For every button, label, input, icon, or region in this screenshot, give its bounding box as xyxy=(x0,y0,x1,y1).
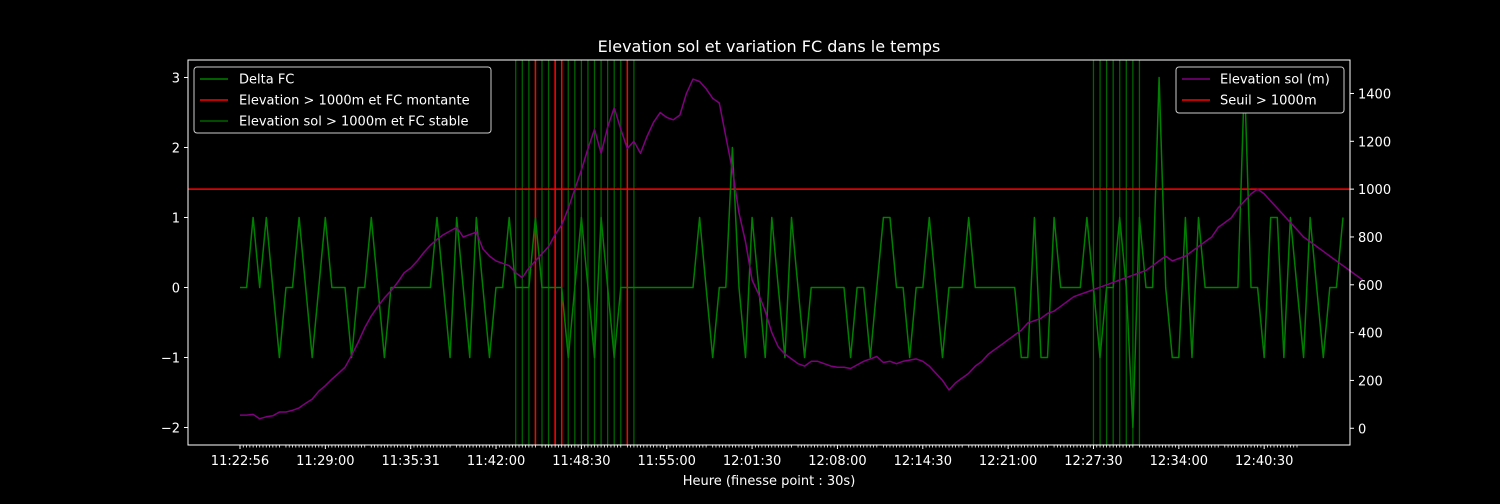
x-tick-label: 11:42:00 xyxy=(467,454,525,469)
rising-fc-lines xyxy=(534,60,629,445)
elevation-series xyxy=(240,78,1364,420)
y-tick-label-right: 1000 xyxy=(1358,183,1391,198)
legend-label-threshold: Seuil > 1000m xyxy=(1220,94,1317,109)
x-tick-label: 11:29:00 xyxy=(296,454,354,469)
legend-label-delta-fc: Delta FC xyxy=(239,73,294,88)
plot-frame xyxy=(187,59,1351,446)
x-tick-label: 12:21:00 xyxy=(979,454,1037,469)
x-tick-label: 11:55:00 xyxy=(638,454,696,469)
y-tick-label-left: −2 xyxy=(161,422,180,437)
y-tick-label-right: 800 xyxy=(1358,231,1383,246)
y-tick-label-left: 2 xyxy=(172,142,180,157)
y-tick-label-right: 1400 xyxy=(1358,87,1391,102)
x-tick-label: 12:08:00 xyxy=(808,454,866,469)
delta-fc-series xyxy=(240,76,1344,429)
x-axis-label: Heure (finesse point : 30s) xyxy=(683,474,856,489)
elevation-line xyxy=(240,78,1364,420)
y-tick-label-right: 1200 xyxy=(1358,135,1391,150)
y-tick-label-left: 3 xyxy=(172,72,180,87)
delta-fc-line xyxy=(240,76,1344,429)
y-tick-label-right: 600 xyxy=(1358,279,1383,294)
legend-right: Elevation sol (m) Seuil > 1000m xyxy=(1175,66,1345,114)
legend-left-box xyxy=(193,66,492,134)
x-tick-label: 11:22:56 xyxy=(211,454,269,469)
y-tick-label-right: 400 xyxy=(1358,327,1383,342)
x-tick-label: 12:27:30 xyxy=(1064,454,1122,469)
legend-label-elevation: Elevation sol (m) xyxy=(1220,73,1330,88)
legend-label-rising: Elevation > 1000m et FC montante xyxy=(239,94,470,109)
x-tick-label: 12:01:30 xyxy=(723,454,781,469)
legend-right-box xyxy=(1175,66,1345,114)
legend-left: Delta FC Elevation > 1000m et FC montant… xyxy=(193,66,492,134)
stable-band-lines xyxy=(515,60,1141,445)
axes-layer: −2 −1 0 1 2 3 0 200 400 600 800 1000 1200 1400 11:22:5… xyxy=(161,72,1391,470)
x-tick-label: 12:14:30 xyxy=(894,454,952,469)
x-tick-label: 11:35:31 xyxy=(382,454,440,469)
y-tick-label-left: −1 xyxy=(161,352,180,367)
chart-title: Elevation sol et variation FC dans le te… xyxy=(598,37,941,56)
y-tick-label-left: 0 xyxy=(172,282,180,297)
x-tick-label: 12:40:30 xyxy=(1235,454,1293,469)
legend-label-stable: Elevation sol > 1000m et FC stable xyxy=(239,115,469,130)
y-tick-label-right: 200 xyxy=(1358,374,1383,389)
y-tick-label-left: 1 xyxy=(172,212,180,227)
y-tick-label-right: 0 xyxy=(1358,422,1366,437)
x-tick-label: 12:34:00 xyxy=(1150,454,1208,469)
x-tick-label: 11:48:30 xyxy=(552,454,610,469)
